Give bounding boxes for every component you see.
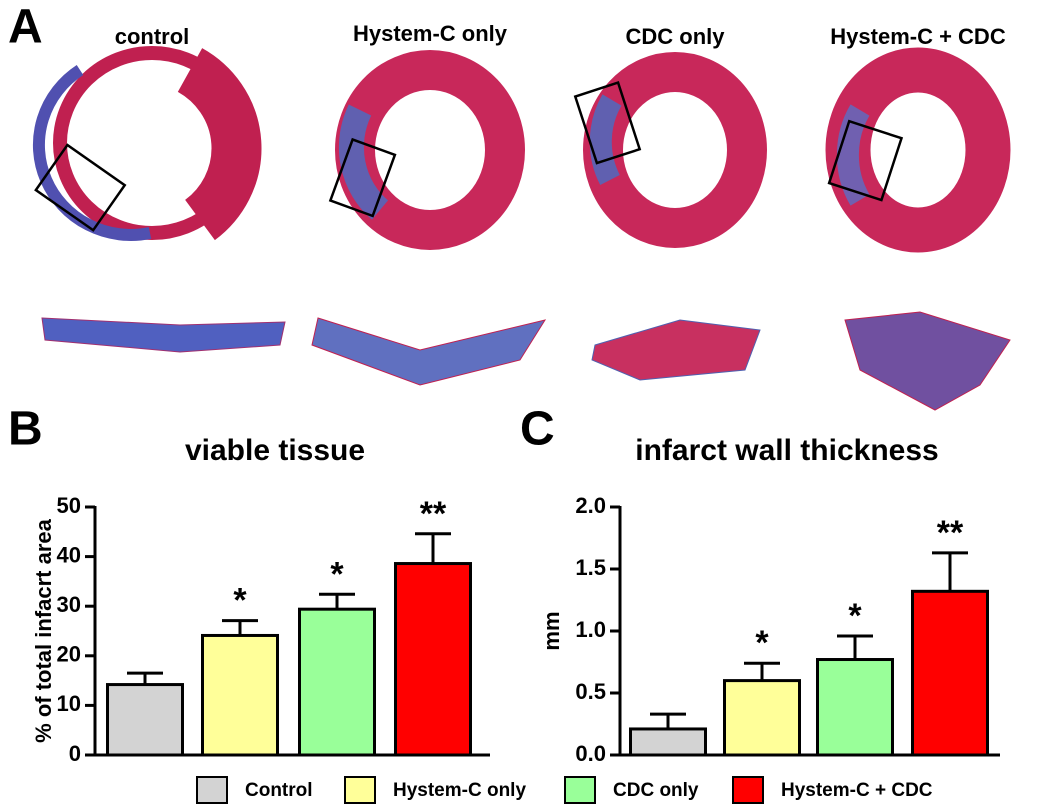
y-tick-label: 0 xyxy=(69,741,81,766)
inset-box xyxy=(34,143,127,232)
infarct-region xyxy=(589,94,622,186)
y-tick-label: 20 xyxy=(57,642,81,667)
bar xyxy=(911,589,989,757)
inset-strip xyxy=(844,311,1011,411)
panel-label: C xyxy=(520,403,555,456)
significance-mark: * xyxy=(330,555,344,593)
significance-mark: ** xyxy=(937,514,964,552)
y-tick-label: 0.5 xyxy=(575,679,606,704)
infarct-region xyxy=(338,104,389,220)
chart-title: infarct wall thickness xyxy=(635,434,938,467)
bar xyxy=(394,562,472,757)
heart-section xyxy=(583,52,767,248)
significance-mark: * xyxy=(755,624,769,662)
inset-strip xyxy=(591,319,761,381)
inset-strip xyxy=(41,317,286,353)
bar xyxy=(629,727,707,757)
y-tick-label: 10 xyxy=(57,691,81,716)
bar xyxy=(201,633,279,757)
y-tick-label: 2.0 xyxy=(575,493,606,518)
bar xyxy=(298,607,376,757)
image-label: CDC only xyxy=(626,24,726,49)
y-axis-label: % of total infacrt area xyxy=(31,518,56,742)
infarct-region xyxy=(32,64,152,241)
legend-swatch xyxy=(196,776,228,804)
y-tick-label: 0.0 xyxy=(575,741,606,766)
inset-box xyxy=(573,81,642,165)
significance-mark: ** xyxy=(420,495,447,533)
legend-label: Hystem-C + CDC xyxy=(781,780,933,801)
bar xyxy=(816,658,894,757)
y-tick-label: 50 xyxy=(57,493,81,518)
chart-title: viable tissue xyxy=(185,434,365,467)
bar xyxy=(106,683,184,757)
y-axis-label: mm xyxy=(539,611,564,650)
significance-mark: * xyxy=(848,597,862,635)
panel-label: B xyxy=(8,403,43,456)
histology-images xyxy=(32,46,1011,411)
inset-strip xyxy=(311,317,547,386)
inset-box xyxy=(328,137,397,218)
y-tick-label: 40 xyxy=(57,542,81,567)
significance-mark: * xyxy=(233,582,247,620)
legend-swatch xyxy=(344,776,376,804)
image-label: Hystem-C + CDC xyxy=(830,24,1006,49)
legend-swatch xyxy=(564,776,596,804)
image-label: Hystem-C only xyxy=(353,21,508,46)
legend-swatch xyxy=(732,776,764,804)
inset-box xyxy=(827,119,904,202)
y-tick-label: 30 xyxy=(57,592,81,617)
legend-label: Control xyxy=(245,780,313,801)
image-label: control xyxy=(115,24,190,49)
legend-label: Hystem-C only xyxy=(393,780,526,801)
y-tick-label: 1.0 xyxy=(575,617,606,642)
y-tick-label: 1.5 xyxy=(575,555,606,580)
legend-label: CDC only xyxy=(613,780,699,801)
panel-label: A xyxy=(8,1,43,54)
heart-wall xyxy=(177,48,262,241)
bar xyxy=(723,679,801,757)
heart-section xyxy=(825,47,1011,253)
